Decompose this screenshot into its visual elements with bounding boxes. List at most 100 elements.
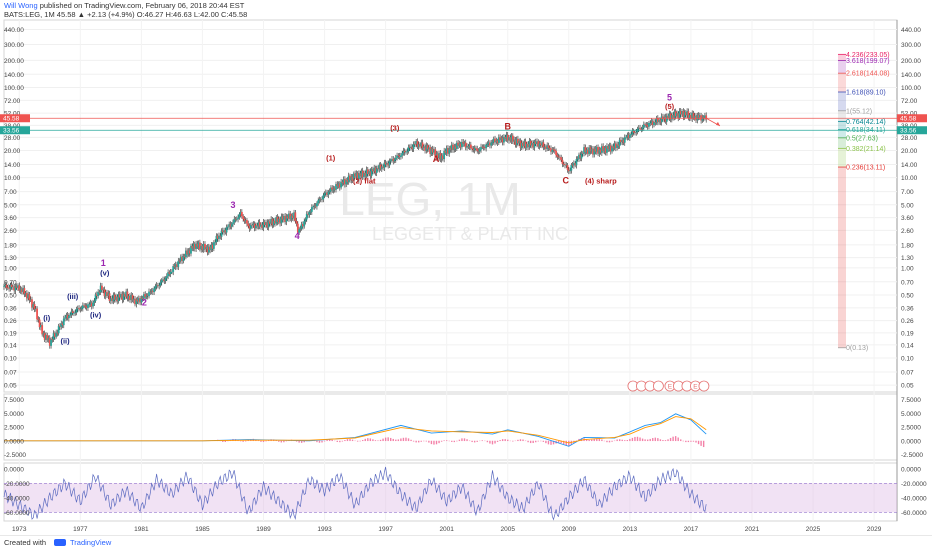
candle-body (281, 216, 284, 220)
candle-body (583, 147, 585, 154)
candle-body (272, 220, 275, 226)
candle-body (171, 271, 173, 273)
macd-histogram-bar (652, 438, 654, 442)
candle-body (285, 216, 288, 223)
candle-body (480, 146, 482, 150)
candle-body (61, 323, 64, 326)
macd-histogram-bar (265, 440, 267, 442)
price-tick-label-right: 0.10 (901, 356, 914, 363)
fib-level-label: 0.236(13.11) (846, 165, 885, 172)
macd-histogram-bar (677, 437, 679, 442)
candle-body (355, 173, 358, 177)
candle-body (692, 113, 695, 118)
candle-body (206, 247, 209, 253)
candle-body (298, 229, 301, 233)
macd-histogram-bar (346, 439, 349, 442)
candle-body (293, 212, 295, 219)
candle-body (575, 159, 578, 166)
candle-body (687, 111, 690, 118)
price-tick-label-left: 0.36 (4, 305, 17, 312)
macd-histogram-bar (405, 437, 407, 442)
candle-body (333, 188, 336, 190)
candle-body (525, 143, 528, 148)
candle-body (435, 153, 438, 157)
candle-body (345, 179, 348, 185)
candle-body (450, 144, 453, 150)
price-tick-label-left: 28.00 (4, 135, 21, 142)
candle-body (631, 130, 634, 135)
candle-body (257, 222, 260, 227)
created-with-label: Created with (4, 538, 47, 547)
author-link[interactable]: Will Wong (4, 1, 38, 10)
candle-body (576, 158, 579, 160)
candle-body (45, 334, 47, 340)
candle-body (154, 286, 157, 289)
candle-body (670, 115, 673, 120)
candle-body (489, 142, 491, 146)
macd-histogram-bar (278, 440, 280, 442)
candle-body (200, 245, 203, 250)
price-tick-label-right: 0.05 (901, 383, 914, 390)
candle-body (95, 294, 98, 297)
candle-body (420, 142, 423, 147)
tradingview-brand[interactable]: TradingView (70, 538, 112, 547)
candle-body (195, 243, 197, 249)
candle-body (417, 144, 420, 147)
candle-body (214, 242, 217, 243)
candle-body (603, 148, 606, 152)
price-tick-label-right: 0.36 (901, 305, 914, 312)
candle-body (42, 333, 45, 335)
fib-level-label: 1(55.12) (846, 108, 872, 115)
candle-body (365, 169, 368, 176)
macd-histogram-bar (280, 440, 283, 443)
macd-histogram-bar (596, 438, 598, 442)
time-tick-label: 1973 (12, 526, 27, 533)
candle-body (284, 216, 287, 223)
candle-body (558, 156, 561, 158)
fib-zone (838, 60, 846, 74)
rsi-tick-label-left: 0.0000 (4, 466, 24, 473)
candle-body (34, 308, 37, 310)
price-tick-label-left: 5.00 (4, 202, 17, 209)
time-tick-label: 2025 (806, 526, 821, 533)
time-tick-label: 1989 (256, 526, 271, 533)
candle-body (299, 228, 302, 230)
candle-body (212, 242, 215, 249)
candle-body (146, 295, 149, 297)
macd-histogram-bar (646, 439, 649, 442)
candle-body (676, 113, 678, 117)
candle-body (87, 304, 89, 309)
macd-tick-label-right: 7.5000 (901, 397, 921, 404)
candle-body (193, 243, 196, 249)
candle-body (473, 147, 476, 151)
candle-body (608, 145, 611, 149)
candle-body (331, 187, 334, 191)
candle-body (623, 137, 626, 143)
candle-body (101, 285, 103, 291)
macd-histogram-bar (527, 440, 529, 443)
candle-body (225, 227, 228, 233)
candle-body (125, 291, 128, 297)
fib-zone (838, 129, 846, 138)
candle-body (541, 142, 543, 146)
macd-histogram-bar (585, 439, 588, 442)
candle-body (496, 140, 499, 143)
candle-body (500, 137, 503, 140)
candle-body (126, 291, 129, 299)
candle-body (433, 149, 435, 153)
event-marker-label: E (668, 384, 673, 391)
candle-body (70, 311, 73, 315)
candle-body (280, 216, 283, 224)
candle-body (303, 221, 306, 227)
candle-body (562, 163, 565, 165)
candle-body (678, 110, 681, 118)
candle-body (37, 319, 40, 320)
price-tick-label-left: 0.19 (4, 330, 17, 337)
candle-body (373, 167, 376, 172)
macd-histogram-bar (608, 440, 611, 443)
candle-body (425, 145, 428, 151)
candle-body (491, 142, 494, 143)
candle-body (410, 146, 412, 148)
candle-body (531, 142, 533, 146)
macd-histogram-bar (629, 438, 631, 442)
